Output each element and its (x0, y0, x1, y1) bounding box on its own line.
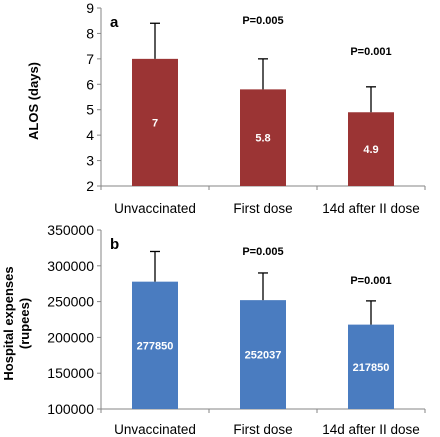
y-tick-label: 9 (86, 0, 94, 16)
bar (132, 281, 178, 409)
y-tick-label: 6 (86, 76, 94, 92)
x-category-label: First dose (233, 422, 292, 437)
data-label: 4.9 (363, 144, 378, 156)
p-value-annotation: P=0.005 (242, 246, 283, 258)
y-tick-label: 4 (86, 127, 94, 143)
y-axis-label: ALOS (days) (26, 62, 41, 140)
y-tick-label: 350000 (47, 222, 94, 238)
panel-label: a (110, 14, 119, 31)
data-label: 5.8 (255, 133, 270, 145)
bar (348, 324, 394, 409)
p-value-annotation: P=0.005 (242, 15, 283, 27)
bar (348, 112, 394, 186)
y-tick-label: 100000 (47, 401, 94, 417)
y-tick-label: 250000 (47, 294, 94, 310)
chart-panel-a: 2 3 4 5 6 7 8 9 ALOS (days) a 7 Unvaccinated 5.8 Firs… (26, 0, 426, 216)
data-label: 252037 (245, 350, 282, 362)
p-value-annotation: P=0.001 (350, 46, 391, 58)
x-category-label: Unvaccinated (114, 422, 196, 437)
bar (240, 300, 286, 409)
x-category-label: First dose (233, 201, 292, 216)
x-category-label: 14d after II dose (322, 201, 420, 216)
y-tick-label: 7 (86, 51, 94, 67)
y-tick-label: 150000 (47, 365, 94, 381)
data-label: 7 (152, 117, 158, 129)
y-tick-label: 3 (86, 153, 94, 169)
y-tick-label: 5 (86, 102, 94, 118)
y-axis-label-line: (rupees) (17, 298, 32, 349)
x-category-label: Unvaccinated (114, 201, 196, 216)
chart-panel-b: 100000 150000 200000 250000 300000 350000 Hosp… (1, 222, 426, 437)
y-tick-label: 8 (86, 25, 94, 41)
panel-label: b (110, 236, 119, 253)
x-category-label: 14d after II dose (322, 422, 420, 437)
bar (132, 58, 178, 186)
y-tick-label: 2 (86, 178, 94, 194)
y-tick-label: 200000 (47, 329, 94, 345)
data-label: 277850 (137, 340, 174, 352)
p-value-annotation: P=0.001 (350, 275, 391, 287)
data-label: 217850 (353, 362, 390, 374)
y-tick-label: 300000 (47, 258, 94, 274)
y-axis-label-line: Hospital expenses (1, 266, 16, 380)
bar (240, 89, 286, 186)
